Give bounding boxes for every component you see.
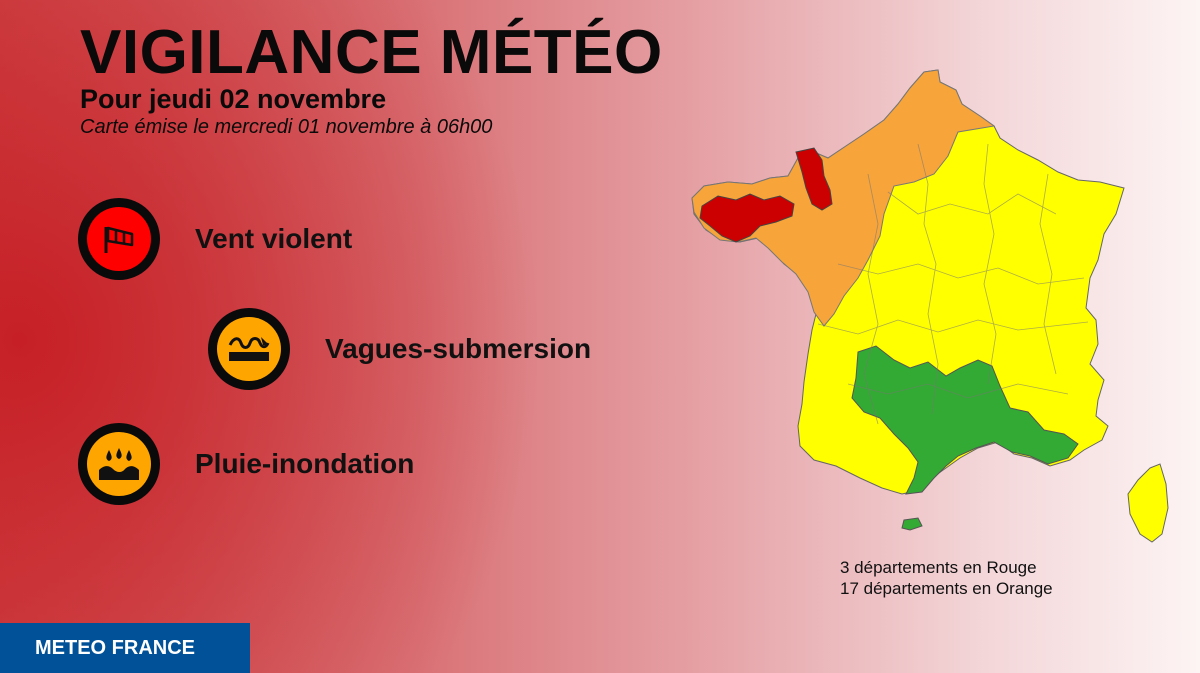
hazard-rain-flood: Pluie-inondation bbox=[78, 423, 414, 505]
map-zone-green bbox=[851, 345, 1079, 495]
map-zone-yellow-corsica bbox=[1127, 463, 1169, 543]
forecast-date: Pour jeudi 02 novembre bbox=[80, 84, 387, 114]
map-zone-green-andorra bbox=[901, 517, 923, 531]
map-zone-red-manche bbox=[795, 147, 833, 211]
summary-stats: 3 départements en Rouge 17 départements … bbox=[840, 557, 1053, 599]
waves-icon bbox=[208, 308, 290, 390]
france-vigilance-map bbox=[691, 69, 1169, 543]
map-zone-red-brittany bbox=[699, 193, 795, 243]
orange-count: 17 départements en Orange bbox=[840, 579, 1053, 598]
rain-flood-icon bbox=[78, 423, 160, 505]
hazard-label: Vagues-submersion bbox=[325, 333, 592, 364]
issue-time: Carte émise le mercredi 01 novembre à 06… bbox=[80, 116, 493, 138]
hazard-label: Pluie-inondation bbox=[195, 448, 415, 479]
hazard-waves: Vagues-submersion bbox=[208, 308, 591, 390]
page-title: VIGILANCE MÉTÉO bbox=[80, 18, 663, 87]
windsock-icon bbox=[78, 198, 160, 280]
brand-banner: METEO FRANCE bbox=[0, 623, 250, 673]
red-count: 3 départements en Rouge bbox=[840, 558, 1037, 577]
hazard-label: Vent violent bbox=[195, 223, 353, 254]
hazard-wind: Vent violent bbox=[78, 198, 352, 280]
